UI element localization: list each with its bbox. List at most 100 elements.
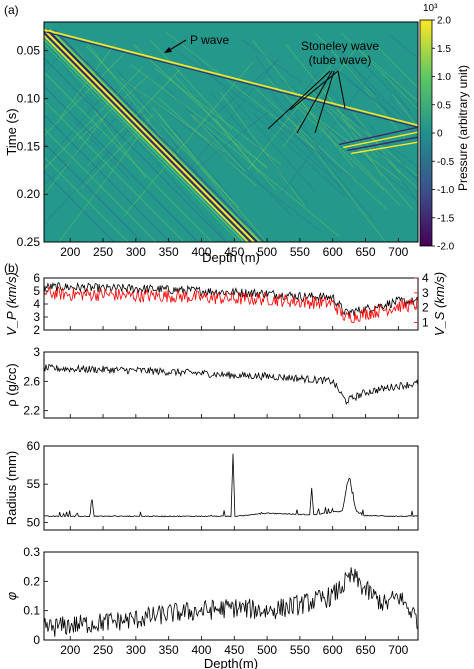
- log-panel-3: 50 55 60 Radius (mm): [4, 439, 419, 531]
- colorbar-tick-label: 0.5: [437, 100, 451, 111]
- log-y-tick-label: 5: [33, 284, 40, 298]
- log-y-tick-label: 3: [33, 345, 40, 359]
- vp-series-line: [43, 281, 419, 317]
- heatmap-x-tick-label: 400: [191, 245, 211, 259]
- scatter-texture-line: [341, 33, 418, 110]
- panel-b-label: (b): [4, 261, 19, 275]
- scatter-texture-line: [389, 34, 418, 59]
- p-wave-arrow: [167, 39, 187, 52]
- log-panel-4: 0 0.1 0.2 0.3 200 250 300 350 400 450 500 550 600 650…: [4, 545, 419, 669]
- heatmap-y-tick-label: 0.20: [17, 187, 41, 201]
- scatter-texture-line: [121, 76, 320, 231]
- scatter-texture-line: [44, 50, 128, 137]
- scatter-texture-line: [267, 78, 385, 191]
- secondary-wave-band: [44, 128, 157, 242]
- stoneley-wave-band: [44, 39, 245, 242]
- stoneley-wave-band: [46, 29, 258, 242]
- log-y-tick-label: 3: [33, 310, 40, 324]
- log-y-tick-label: 4: [33, 297, 40, 311]
- scatter-texture-line: [388, 76, 418, 108]
- stoneley-annotation: Stoneley wave: [301, 39, 379, 53]
- secondary-wave-band: [44, 43, 241, 242]
- heatmap-x-tick-label: 700: [388, 245, 408, 259]
- scatter-texture-line: [190, 113, 340, 237]
- log-x-tick-label: 600: [323, 643, 343, 657]
- heatmap-frame: [43, 21, 419, 243]
- scatter-texture-line: [191, 52, 316, 193]
- scatter-texture-line: [44, 110, 147, 226]
- scatter-texture-line: [280, 78, 418, 180]
- log-y-tick-label: 60: [27, 439, 41, 453]
- p-wave-arrival: [44, 28, 418, 127]
- scatter-texture-line: [78, 76, 148, 140]
- scatter-texture-line: [155, 76, 294, 218]
- colorbar-tick-label: -1.5: [437, 213, 455, 224]
- log-x-tick-label: 500: [257, 643, 277, 657]
- colorbar-tick-label: 1.0: [437, 72, 451, 83]
- scatter-texture-line: [192, 115, 246, 172]
- log-y-tick-label: 0.3: [23, 545, 40, 559]
- panel-a-label: (a): [4, 3, 19, 17]
- log-panel-frame: [43, 351, 419, 419]
- log-y-tick-label: 2: [33, 323, 40, 337]
- log-y-tick-label: 2.6: [23, 374, 40, 388]
- scatter-texture-line: [368, 123, 418, 183]
- scatter-texture-line: [270, 91, 343, 176]
- scatter-texture-line: [361, 51, 418, 102]
- secondary-wave-band: [44, 57, 227, 242]
- log-y-tick-label: 2.2: [23, 404, 40, 418]
- panel-a-heatmap: 200 250 300 350 400 450 500 550 600 650 700 0.05 0.…: [4, 3, 470, 265]
- heatmap-y-axis-label: Time (s): [4, 108, 19, 155]
- colorbar: [419, 19, 433, 247]
- heatmap-x-tick-label: 300: [126, 245, 146, 259]
- scatter-texture-line: [357, 57, 410, 111]
- vs-axis-label: V_S (km/s): [432, 272, 447, 336]
- scatter-texture-line: [273, 96, 376, 223]
- scatter-texture-line: [123, 61, 254, 217]
- log-y-tick-label: 0.2: [23, 574, 40, 588]
- heatmap-y-tick-label: 0.05: [17, 44, 41, 58]
- stoneley-wave-band: [53, 29, 265, 242]
- log-x-tick-label: 550: [290, 643, 310, 657]
- heatmap-x-axis-label: Depth (m): [202, 250, 260, 265]
- stoneley-wave-band: [44, 28, 255, 242]
- scatter-texture-line: [175, 76, 276, 191]
- colorbar-tick-label: -2.0: [437, 242, 455, 253]
- reflected-wave: [339, 126, 418, 146]
- scatter-texture-line: [280, 117, 352, 201]
- scatter-texture-line: [253, 85, 388, 210]
- colorbar-exponent: 10³: [423, 3, 438, 14]
- log-y-tick-label: 0: [33, 633, 40, 647]
- scatter-texture-line: [377, 46, 418, 89]
- secondary-wave-band: [44, 99, 185, 242]
- scatter-texture-line: [387, 95, 418, 131]
- stoneley-wave-band: [49, 29, 261, 242]
- scatter-texture-line: [44, 66, 144, 170]
- scatter-texture-line: [44, 44, 70, 75]
- secondary-wave-band: [44, 170, 115, 242]
- vs-y-tick-label: 4: [422, 271, 429, 285]
- scatter-texture-line: [247, 60, 335, 171]
- log-y-axis-label: ρ (g/cc): [4, 363, 19, 407]
- scatter-texture-line: [384, 77, 418, 124]
- secondary-wave-band: [44, 114, 171, 242]
- heatmap-x-tick-label: 450: [224, 245, 244, 259]
- vs-y-tick-label: 1: [422, 316, 429, 330]
- scatter-texture-line: [185, 111, 269, 177]
- scatter-texture-line: [158, 113, 261, 242]
- scatter-texture-line: [74, 120, 130, 179]
- vs-y-tick-label: 3: [422, 286, 429, 300]
- scatter-texture-line: [256, 56, 324, 156]
- log-y-axis-label: Radius (mm): [4, 451, 19, 525]
- scatter-texture-line: [311, 114, 418, 202]
- heatmap-y-tick-label: 0.15: [17, 139, 41, 153]
- scatter-texture-line: [281, 73, 372, 194]
- log-y-tick-label: 6: [33, 271, 40, 285]
- scatter-texture-line: [220, 92, 305, 206]
- heatmap-x-tick-label: 500: [257, 245, 277, 259]
- log-series-line: [43, 364, 419, 406]
- scatter-texture-line: [48, 44, 101, 116]
- heatmap-x-tick-label: 550: [290, 245, 310, 259]
